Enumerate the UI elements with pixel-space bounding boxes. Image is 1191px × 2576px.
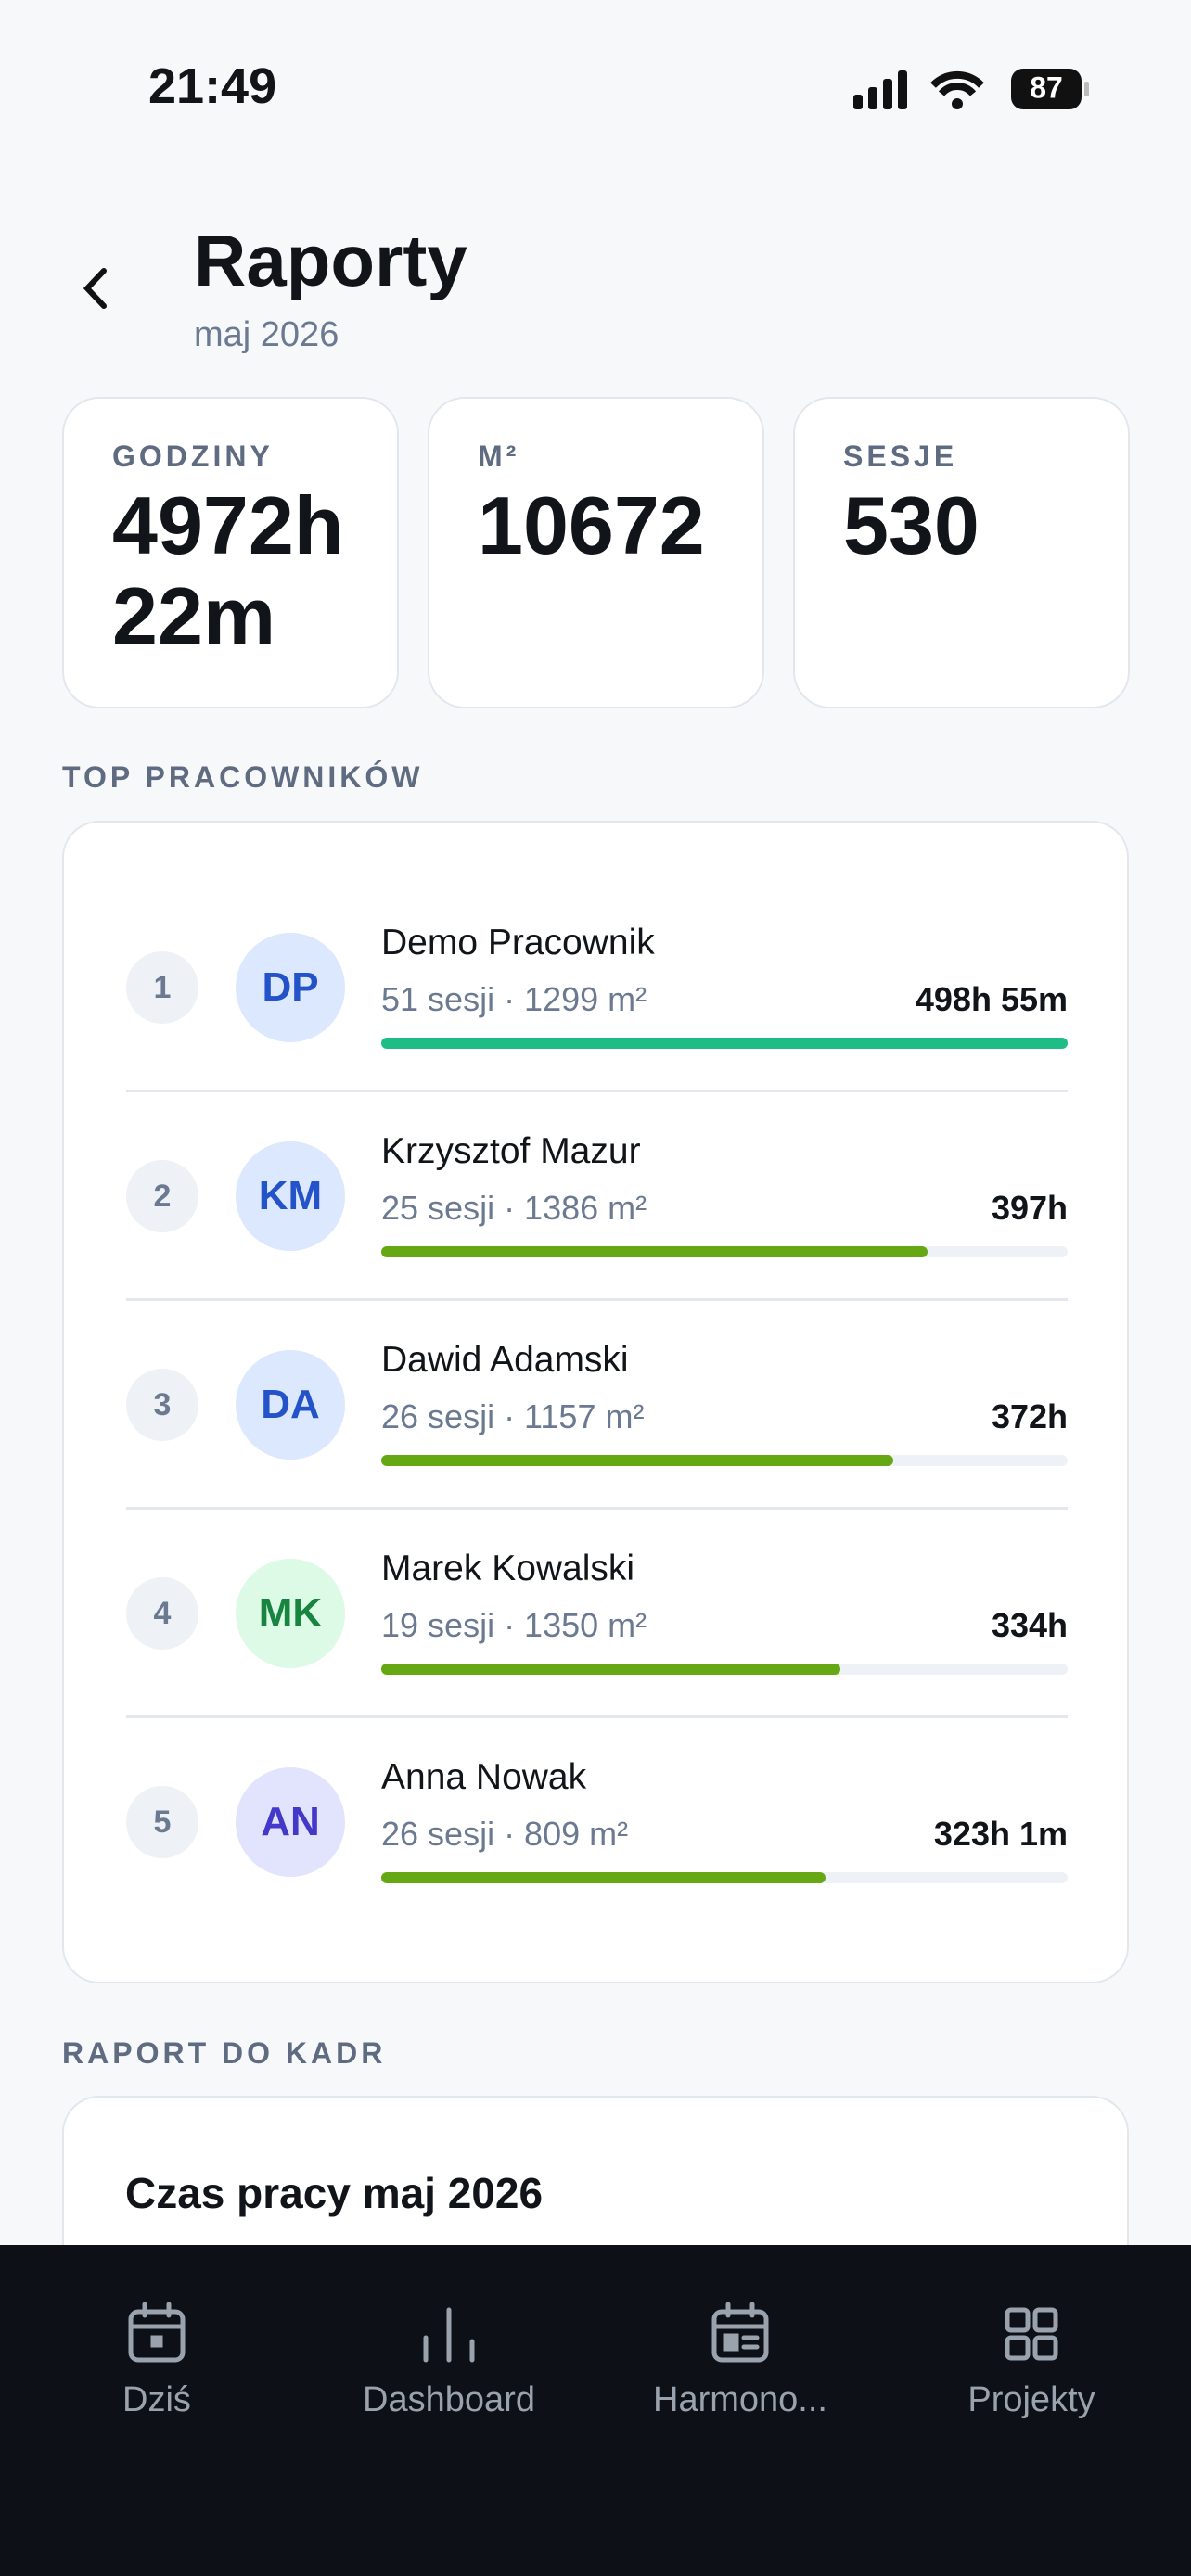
progress-track xyxy=(381,1664,1068,1675)
top-list: 1 DP Demo Pracownik 51 sesji · 1299 m² 498h … xyxy=(62,821,1129,1983)
separator xyxy=(126,1298,1068,1301)
rank-badge: 2 xyxy=(126,1160,198,1232)
worker-hours: 323h 1m xyxy=(933,1815,1068,1853)
progress-bar xyxy=(381,1664,841,1675)
stat-value: 10672 xyxy=(478,479,705,571)
tab-label[interactable]: Dziś xyxy=(122,2380,191,2419)
stat-label: GODZINY xyxy=(112,440,274,473)
stat-label: M² xyxy=(478,440,520,473)
progress-bar xyxy=(381,1872,826,1883)
avatar: MK xyxy=(236,1559,345,1668)
back-button[interactable] xyxy=(76,265,113,312)
avatar: DP xyxy=(236,933,345,1042)
tab-label[interactable]: Dashboard xyxy=(363,2380,535,2419)
worker-name: Krzysztof Mazur xyxy=(381,1131,641,1171)
tab-bar: Dziś Dashboard Harmono... Projekty xyxy=(0,2245,1191,2576)
worker-details: 19 sesji · 1350 m² xyxy=(381,1606,647,1644)
worker-details: 25 sesji · 1386 m² xyxy=(381,1189,647,1227)
report-card-title: Czas pracy maj 2026 xyxy=(125,2169,544,2217)
page-title: Raporty xyxy=(194,220,467,301)
progress-track xyxy=(381,1246,1068,1257)
stat-card: SESJE 530 xyxy=(793,397,1130,708)
stat-card: GODZINY 4972h 22m xyxy=(62,397,399,708)
section-title: TOP PRACOWNIKÓW xyxy=(62,760,424,794)
tab-label[interactable]: Harmono... xyxy=(653,2380,827,2419)
worker-row: 5 AN Anna Nowak 26 sesji · 809 m² 323h 1m xyxy=(64,823,1127,1982)
tab-icons xyxy=(128,2302,1058,2363)
progress-bar xyxy=(381,1246,928,1257)
separator xyxy=(126,1507,1068,1510)
stat-value: 530 xyxy=(843,479,980,571)
worker-row: 2 KM Krzysztof Mazur 25 sesji · 1386 m² 397h xyxy=(64,823,1127,1982)
rank-badge: 3 xyxy=(126,1369,198,1441)
progress-track xyxy=(381,1038,1068,1049)
progress-bar xyxy=(381,1455,893,1466)
rank-badge: 4 xyxy=(126,1577,198,1650)
worker-row: 4 MK Marek Kowalski 19 sesji · 1350 m² 334h xyxy=(64,823,1127,1982)
worker-details: 51 sesji · 1299 m² xyxy=(381,980,647,1018)
worker-details: 26 sesji · 1157 m² xyxy=(381,1397,645,1435)
rank-badge: 1 xyxy=(126,951,198,1024)
worker-row: 3 DA Dawid Adamski 26 sesji · 1157 m² 372h xyxy=(64,823,1127,1982)
status-time: 21:49 xyxy=(148,58,277,114)
worker-hours: 334h xyxy=(991,1606,1068,1644)
worker-hours: 397h xyxy=(991,1189,1068,1227)
section-title: RAPORT DO KADR xyxy=(62,2036,387,2070)
battery-level: 87 xyxy=(1030,70,1063,104)
page-subtitle: maj 2026 xyxy=(194,315,339,354)
progress-track xyxy=(381,1455,1068,1466)
status-icons: 87 xyxy=(853,69,1089,109)
tab-label[interactable]: Projekty xyxy=(967,2380,1095,2419)
stat-card: M² 10672 xyxy=(428,397,764,708)
avatar: DA xyxy=(236,1350,345,1460)
worker-row: 1 DP Demo Pracownik 51 sesji · 1299 m² 498h … xyxy=(64,823,1127,1982)
worker-hours: 372h xyxy=(991,1397,1068,1435)
progress-bar xyxy=(381,1038,1068,1049)
avatar: AN xyxy=(236,1767,345,1877)
worker-hours: 498h 55m xyxy=(915,980,1068,1018)
avatar: KM xyxy=(236,1141,345,1251)
worker-details: 26 sesji · 809 m² xyxy=(381,1815,629,1853)
separator xyxy=(126,1715,1068,1718)
worker-name: Marek Kowalski xyxy=(381,1549,635,1588)
worker-name: Dawid Adamski xyxy=(381,1340,629,1380)
stat-value: 4972h 22m xyxy=(112,479,344,662)
rank-badge: 5 xyxy=(126,1786,198,1858)
stat-label: SESJE xyxy=(843,440,958,473)
worker-name: Anna Nowak xyxy=(381,1757,587,1797)
separator xyxy=(126,1090,1068,1092)
progress-track xyxy=(381,1872,1068,1883)
worker-name: Demo Pracownik xyxy=(381,923,655,963)
